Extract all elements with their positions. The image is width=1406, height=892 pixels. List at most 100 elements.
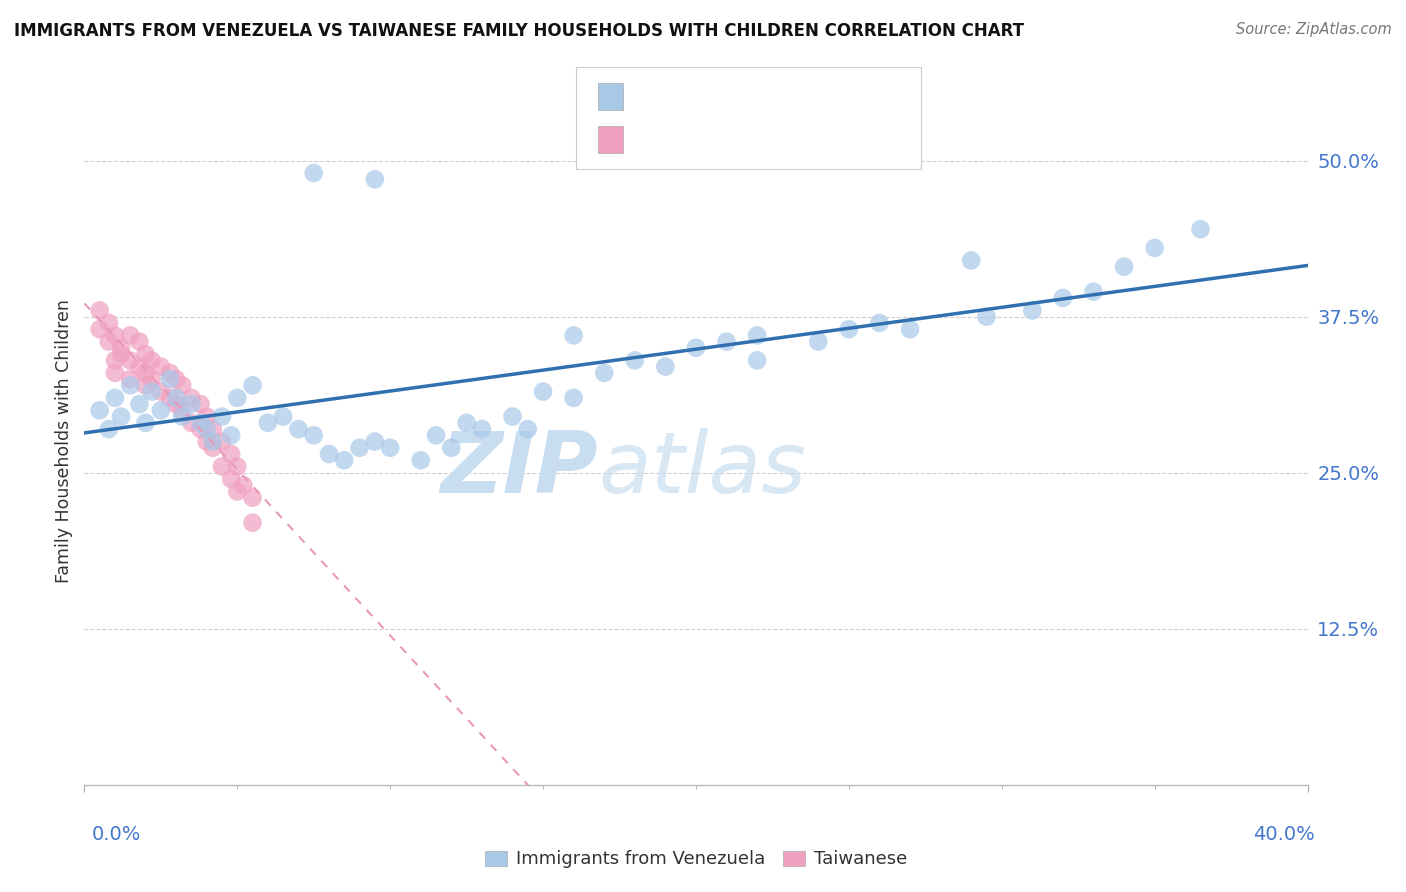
- Point: [165, 397, 187, 411]
- Point: [104, 391, 127, 405]
- Text: 0.0%: 0.0%: [91, 825, 141, 844]
- Point: [110, 347, 132, 361]
- Text: N =: N =: [748, 131, 800, 149]
- Point: [516, 422, 538, 436]
- Point: [302, 428, 325, 442]
- Point: [195, 422, 218, 436]
- Point: [135, 366, 157, 380]
- Point: [201, 441, 224, 455]
- Point: [838, 322, 860, 336]
- Point: [226, 391, 249, 405]
- Point: [318, 447, 340, 461]
- Point: [159, 391, 181, 405]
- Point: [190, 422, 212, 436]
- Point: [287, 422, 309, 436]
- Point: [440, 441, 463, 455]
- Point: [747, 328, 769, 343]
- Point: [201, 434, 224, 449]
- Point: [716, 334, 738, 349]
- Point: [211, 409, 233, 424]
- Point: [364, 172, 387, 186]
- Point: [349, 441, 371, 455]
- Point: [180, 391, 202, 405]
- Point: [502, 409, 524, 424]
- Point: [1052, 291, 1074, 305]
- Text: 60: 60: [799, 87, 824, 105]
- Text: 0.299: 0.299: [672, 131, 728, 149]
- Point: [149, 384, 172, 399]
- Point: [89, 403, 111, 417]
- Legend: Immigrants from Venezuela, Taiwanese: Immigrants from Venezuela, Taiwanese: [478, 843, 914, 876]
- Point: [562, 391, 585, 405]
- Point: [211, 434, 233, 449]
- Text: 40.0%: 40.0%: [1253, 825, 1315, 844]
- Point: [869, 316, 891, 330]
- Point: [172, 378, 194, 392]
- Point: [135, 347, 157, 361]
- Point: [97, 334, 120, 349]
- Point: [120, 372, 142, 386]
- Point: [747, 353, 769, 368]
- Point: [333, 453, 356, 467]
- Point: [380, 441, 402, 455]
- Point: [593, 366, 616, 380]
- Point: [257, 416, 280, 430]
- Point: [120, 353, 142, 368]
- Point: [149, 403, 172, 417]
- Point: [219, 428, 242, 442]
- Point: [110, 341, 132, 355]
- Point: [685, 341, 707, 355]
- Point: [195, 434, 218, 449]
- Point: [211, 459, 233, 474]
- Point: [120, 328, 142, 343]
- Point: [141, 372, 163, 386]
- Point: [425, 428, 447, 442]
- Point: [190, 397, 212, 411]
- Point: [232, 478, 254, 492]
- Point: [165, 372, 187, 386]
- Point: [128, 359, 150, 374]
- Point: [898, 322, 921, 336]
- Point: [141, 353, 163, 368]
- Point: [654, 359, 676, 374]
- Point: [1021, 303, 1043, 318]
- Point: [226, 459, 249, 474]
- Point: [104, 328, 127, 343]
- Point: [302, 166, 325, 180]
- Text: R =: R =: [633, 131, 672, 149]
- Point: [135, 378, 157, 392]
- Point: [364, 434, 387, 449]
- Point: [120, 378, 142, 392]
- Point: [1114, 260, 1136, 274]
- Point: [135, 416, 157, 430]
- Point: [531, 384, 554, 399]
- Point: [190, 416, 212, 430]
- Point: [159, 366, 181, 380]
- Point: [128, 397, 150, 411]
- Point: [1189, 222, 1212, 236]
- Text: atlas: atlas: [598, 427, 806, 510]
- Point: [456, 416, 478, 430]
- Point: [141, 384, 163, 399]
- Point: [159, 372, 181, 386]
- Point: [242, 516, 264, 530]
- Point: [271, 409, 294, 424]
- Y-axis label: Family Households with Children: Family Households with Children: [55, 300, 73, 583]
- Point: [562, 328, 585, 343]
- Point: [97, 316, 120, 330]
- Point: [624, 353, 647, 368]
- Point: [226, 484, 249, 499]
- Point: [242, 491, 264, 505]
- Point: [1143, 241, 1166, 255]
- Point: [180, 416, 202, 430]
- Point: [89, 303, 111, 318]
- Text: N =: N =: [748, 87, 800, 105]
- Point: [471, 422, 494, 436]
- Text: Source: ZipAtlas.com: Source: ZipAtlas.com: [1236, 22, 1392, 37]
- Point: [201, 422, 224, 436]
- Point: [97, 422, 120, 436]
- Point: [807, 334, 830, 349]
- Point: [242, 378, 264, 392]
- Point: [180, 397, 202, 411]
- Point: [110, 409, 132, 424]
